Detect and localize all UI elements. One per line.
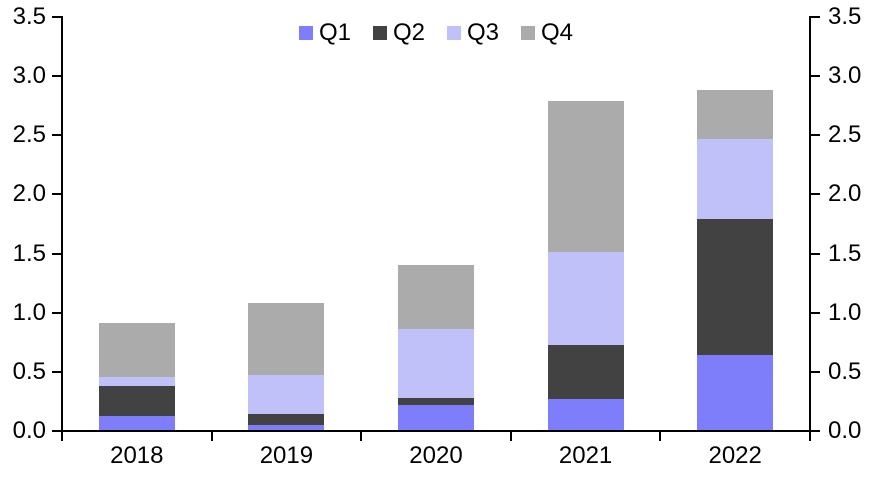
bar-segment-q1-2019 [248, 425, 325, 431]
y-tick-label-right: 2.5 [828, 121, 862, 149]
legend-label: Q3 [467, 19, 500, 46]
bar-segment-q2-2018 [98, 386, 175, 416]
legend-item-q3: Q3 [447, 21, 499, 45]
bar-segment-q1-2022 [697, 355, 774, 431]
legend-label: Q1 [318, 19, 351, 46]
bar-segment-q1-2020 [398, 404, 474, 431]
x-tick [659, 431, 662, 441]
bar-segment-q2-2020 [398, 397, 474, 405]
y-tick-right [810, 370, 820, 373]
legend-label: Q4 [541, 19, 574, 46]
y-tick-right [810, 134, 820, 137]
y-tick-left [52, 252, 62, 255]
y-tick-label-right: 1.0 [828, 298, 862, 326]
x-category-label: 2021 [558, 442, 613, 469]
legend-item-q1: Q1 [298, 19, 351, 46]
y-tick-label-left: 3.5 [12, 3, 46, 30]
y-tick-right [810, 430, 820, 432]
legend-swatch-q3 [447, 26, 461, 40]
y-tick-label-left: 1.5 [12, 239, 46, 267]
y-tick-label-left: 1.0 [12, 298, 46, 326]
y-tick-label-left: 0.0 [12, 417, 46, 444]
legend-swatch-q2 [372, 26, 387, 40]
bar-segment-q3-2018 [98, 376, 175, 387]
x-category-label: 2019 [259, 442, 314, 469]
y-axis-right [809, 16, 811, 432]
y-tick-left [52, 75, 62, 78]
x-axis [52, 430, 820, 432]
legend-item-q4: Q4 [521, 21, 573, 45]
bar-segment-q2-2019 [248, 414, 325, 426]
y-tick-label-right: 2.0 [828, 180, 862, 208]
x-tick [61, 431, 63, 441]
y-tick-right [810, 311, 820, 314]
y-tick-left [52, 193, 62, 196]
bar-segment-q2-2022 [697, 219, 774, 356]
y-tick-label-left: 3.0 [12, 62, 46, 90]
x-category-label: 2020 [409, 442, 463, 469]
bar-segment-q4-2020 [398, 265, 474, 330]
y-tick-left [52, 430, 62, 432]
y-tick-label-right: 0.0 [828, 417, 862, 444]
y-tick-right [810, 252, 820, 255]
y-tick-label-left: 2.5 [12, 121, 46, 149]
bar-segment-q3-2021 [547, 252, 624, 345]
x-tick [360, 431, 363, 441]
y-tick-label-right: 1.5 [828, 239, 862, 267]
y-tick-label-right: 3.5 [828, 3, 862, 30]
bar-segment-q3-2019 [248, 375, 325, 415]
x-category-label: 2018 [110, 442, 164, 469]
y-tick-right [810, 75, 820, 78]
bar-segment-q4-2018 [98, 323, 175, 377]
y-tick-label-left: 0.5 [12, 357, 46, 385]
legend-item-q2: Q2 [372, 19, 425, 46]
bar-segment-q3-2020 [398, 329, 474, 398]
y-tick-left [52, 134, 62, 137]
y-axis-left [61, 16, 63, 432]
bar-segment-q4-2019 [248, 303, 325, 376]
x-tick [210, 431, 213, 441]
legend-swatch-q4 [521, 26, 536, 40]
y-tick-left [52, 370, 62, 373]
x-tick [509, 431, 512, 441]
y-tick-right [810, 193, 820, 196]
y-tick-label-right: 3.0 [828, 62, 862, 90]
y-tick-left [52, 311, 62, 314]
y-tick-left [52, 16, 62, 18]
y-tick-label-left: 2.0 [12, 180, 46, 208]
bar-segment-q2-2021 [547, 344, 624, 400]
bar-segment-q3-2022 [697, 138, 774, 220]
legend: Q1 Q2 Q3 Q4 [62, 20, 810, 46]
y-tick-right [810, 16, 820, 18]
bar-segment-q1-2018 [98, 415, 175, 431]
bar-segment-q4-2021 [547, 100, 624, 253]
bar-segment-q4-2022 [697, 90, 774, 139]
x-category-label: 2022 [708, 442, 762, 469]
legend-label: Q2 [392, 19, 425, 46]
bar-segment-q1-2021 [547, 399, 624, 431]
y-tick-label-right: 0.5 [828, 357, 862, 385]
legend-swatch-q1 [298, 26, 313, 40]
x-tick [809, 431, 811, 441]
